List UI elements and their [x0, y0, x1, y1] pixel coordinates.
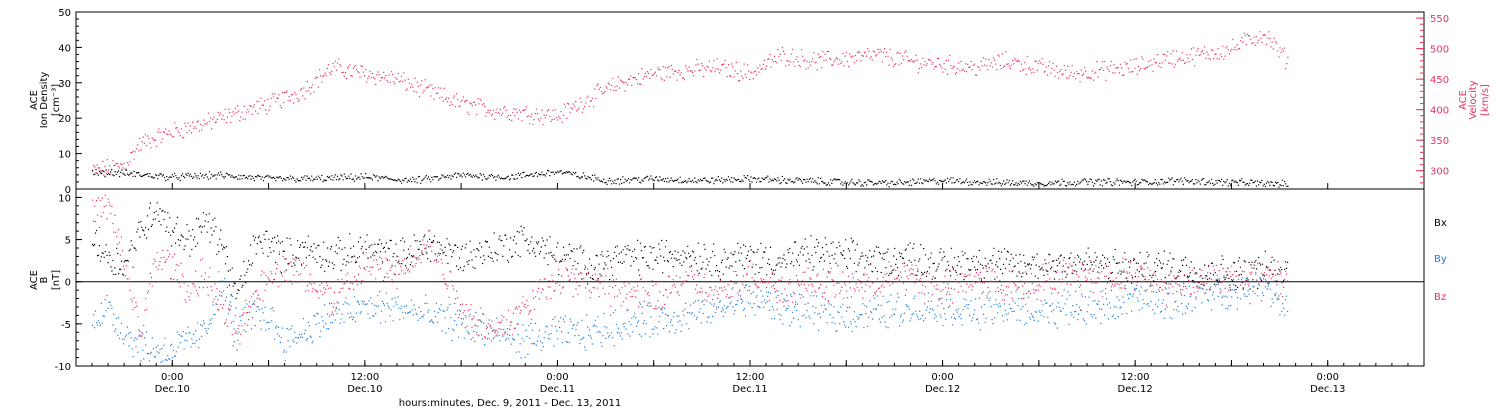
x-tick-label: 12:00	[350, 372, 379, 383]
b-label-line-3: [nT]	[51, 270, 62, 290]
b-tick-label: -10	[55, 362, 71, 373]
velocity-label-line-3: [km/s]	[1480, 84, 1491, 116]
velocity-tick-label: 450	[1430, 75, 1449, 86]
velocity-tick-label: 500	[1430, 45, 1449, 56]
velocity-tick-label: 350	[1430, 136, 1449, 147]
velocity-axis-ticks: 300 350 400 450 500 550	[1416, 14, 1449, 184]
legend-bx: Bx	[1434, 218, 1447, 229]
time-axis-ticks: 0:00Dec.1012:00Dec.100:00Dec.1112:00Dec.…	[75, 360, 1425, 395]
b-axis-label: ACE B [nT]	[29, 270, 62, 290]
x-tick-label: 0:00	[1316, 372, 1338, 383]
density-label-line-2: Ion Density	[39, 72, 50, 129]
x-axis-label: hours:minutes, Dec. 9, 2011 - Dec. 13, 2…	[399, 398, 621, 409]
x-tick-label: 0:00	[546, 372, 568, 383]
x-tick-label: 12:00	[1121, 372, 1150, 383]
x-tick-date: Dec.13	[1310, 384, 1345, 395]
density-axis-ticks: 0 10 20 30 40 50	[58, 8, 1425, 196]
x-tick-date: Dec.11	[540, 384, 575, 395]
velocity-label-line-1: ACE	[1458, 90, 1469, 110]
velocity-tick-label: 550	[1430, 14, 1449, 25]
velocity-axis-label: ACE Velocity [km/s]	[1458, 80, 1491, 119]
density-tick-label: 20	[58, 114, 71, 125]
b-tick-label: 10	[58, 193, 71, 204]
velocity-tick-label: 300	[1430, 167, 1449, 178]
x-tick-label: 0:00	[931, 372, 953, 383]
x-tick-date: Dec.12	[1118, 384, 1153, 395]
density-label-line-3: [cm⁻³]	[51, 84, 62, 116]
velocity-tick-label: 400	[1430, 106, 1449, 117]
velocity-label-line-2: Velocity	[1468, 80, 1479, 119]
legend-by: By	[1434, 254, 1447, 265]
density-tick-label: 30	[58, 79, 71, 90]
x-tick-date: Dec.11	[732, 384, 767, 395]
x-tick-label: 0:00	[161, 372, 183, 383]
b-axis-ticks: -10 -5 0 5 10	[55, 188, 82, 373]
density-axis-label: ACE Ion Density [cm⁻³]	[29, 72, 62, 129]
b-tick-label: 0	[65, 278, 71, 289]
b-label-line-1: ACE	[29, 270, 40, 290]
legend-bz: Bz	[1434, 292, 1446, 303]
x-tick-date: Dec.12	[925, 384, 960, 395]
density-tick-label: 40	[58, 43, 71, 54]
b-tick-label: -5	[61, 320, 71, 331]
x-tick-date: Dec.10	[347, 384, 382, 395]
density-tick-label: 50	[58, 8, 71, 19]
density-tick-label: 0	[65, 185, 71, 196]
density-label-line-1: ACE	[29, 90, 40, 110]
x-tick-label: 12:00	[736, 372, 765, 383]
b-label-line-2: B	[39, 276, 50, 283]
x-tick-date: Dec.10	[155, 384, 190, 395]
b-tick-label: 5	[65, 236, 71, 247]
density-tick-label: 10	[58, 150, 71, 161]
